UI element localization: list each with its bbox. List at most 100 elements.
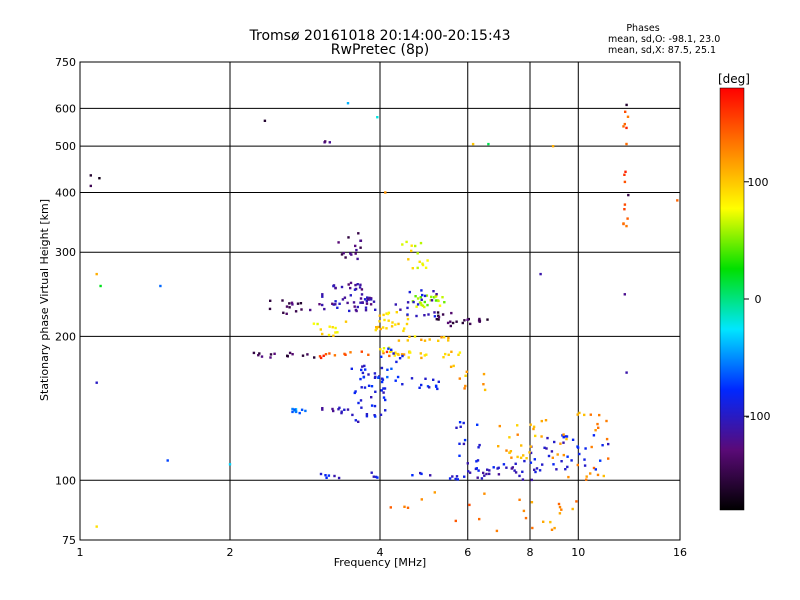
data-point — [516, 424, 519, 427]
data-point — [455, 320, 458, 323]
data-point — [383, 318, 386, 322]
data-point — [381, 350, 385, 353]
data-point — [384, 191, 387, 194]
data-point — [258, 352, 261, 355]
data-point — [676, 199, 679, 202]
data-point — [463, 438, 467, 442]
data-point — [352, 301, 356, 304]
data-point — [441, 313, 445, 316]
data-point — [319, 472, 323, 476]
data-point — [349, 294, 352, 297]
data-point — [432, 290, 435, 293]
data-point — [332, 303, 335, 306]
data-point — [346, 301, 349, 305]
data-point — [424, 266, 428, 269]
data-point — [476, 423, 479, 426]
y-axis-label: Stationary phase Virtual Height [km] — [38, 199, 51, 401]
y-tick-label: 750 — [55, 56, 76, 69]
data-point — [364, 309, 368, 312]
x-tick-label: 8 — [527, 546, 534, 559]
data-point — [451, 321, 455, 325]
data-point — [571, 438, 575, 441]
data-point — [410, 244, 413, 247]
data-point — [421, 263, 425, 267]
data-point — [328, 352, 331, 355]
data-point — [349, 286, 352, 290]
data-point — [403, 327, 406, 330]
data-point — [369, 298, 373, 301]
data-point — [623, 173, 626, 176]
data-point — [402, 353, 406, 356]
data-point — [488, 469, 491, 472]
data-point — [98, 177, 101, 180]
data-point — [300, 308, 303, 311]
data-point — [324, 474, 327, 477]
data-point — [437, 380, 440, 383]
data-point — [524, 516, 528, 520]
data-point — [321, 295, 324, 298]
data-point — [374, 475, 378, 479]
data-point — [478, 320, 481, 323]
data-point — [257, 354, 260, 357]
data-point — [425, 294, 429, 297]
data-point — [89, 184, 92, 188]
data-point — [521, 478, 525, 481]
data-point — [374, 415, 377, 418]
data-point — [392, 352, 395, 355]
data-point — [486, 318, 489, 321]
data-point — [369, 303, 373, 306]
data-point — [550, 528, 554, 531]
data-point — [420, 338, 423, 341]
data-point — [382, 396, 386, 399]
y-tick-label: 200 — [55, 330, 76, 343]
data-point — [319, 328, 322, 331]
data-points — [89, 102, 679, 533]
data-point — [361, 371, 365, 375]
data-point — [406, 506, 410, 509]
data-point — [377, 325, 380, 329]
data-point — [410, 377, 414, 380]
data-point — [564, 468, 567, 471]
data-point — [318, 303, 321, 306]
data-point — [555, 468, 558, 471]
data-point — [483, 388, 487, 392]
data-point — [505, 466, 508, 469]
data-point — [340, 285, 344, 289]
data-point — [374, 308, 377, 311]
data-point — [395, 311, 398, 314]
y-tick-label: 400 — [55, 186, 76, 199]
data-point — [514, 471, 518, 474]
data-point — [365, 302, 369, 305]
x-axis-label: Frequency [MHz] — [334, 556, 426, 569]
data-point — [413, 335, 417, 338]
data-point — [359, 246, 362, 249]
data-point — [354, 419, 357, 422]
data-point — [477, 469, 480, 472]
x-tick-label: 2 — [227, 546, 234, 559]
data-point — [374, 328, 377, 332]
data-point — [566, 465, 569, 469]
data-point — [540, 435, 543, 438]
data-point — [475, 460, 478, 463]
data-point — [625, 142, 628, 146]
data-point — [347, 236, 350, 239]
data-point — [378, 314, 381, 317]
data-point — [447, 339, 450, 342]
data-point — [523, 459, 526, 463]
data-point — [530, 478, 533, 482]
data-point — [432, 378, 435, 381]
data-point — [394, 351, 397, 354]
data-point — [423, 354, 426, 357]
data-point — [420, 498, 423, 501]
data-point — [483, 474, 486, 477]
data-point — [411, 474, 414, 477]
data-point — [376, 476, 379, 479]
data-point — [373, 372, 377, 375]
data-point — [359, 377, 362, 381]
data-point — [395, 360, 398, 364]
data-point — [95, 381, 98, 384]
data-point — [542, 520, 545, 523]
data-point — [298, 411, 301, 415]
data-point — [576, 463, 579, 467]
data-point — [583, 464, 587, 467]
